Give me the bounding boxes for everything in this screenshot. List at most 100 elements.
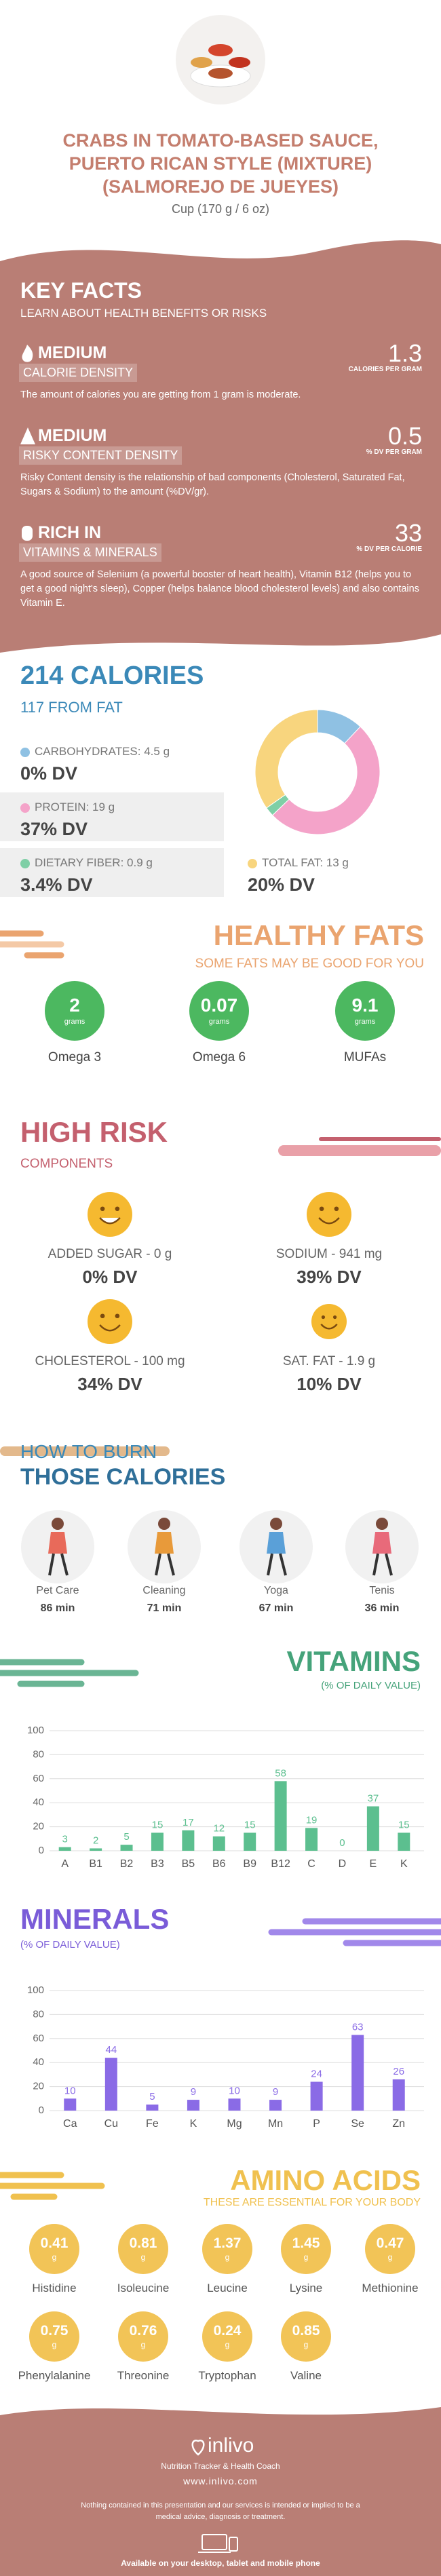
y-tick-label: 40 [33,1796,44,1808]
activity-time: 71 min [147,1602,182,1614]
y-tick-label: 20 [33,1821,44,1832]
fact-label: VITAMINS & MINERALS [19,543,161,562]
x-tick-label: B2 [120,1858,134,1870]
warning-icon [20,427,35,444]
section-title: HIGH RISK [20,1116,168,1148]
x-tick-label: B1 [89,1858,102,1870]
fact-description: The amount of calories you are getting f… [20,389,301,400]
section-subtitle: LEARN ABOUT HEALTH BENEFITS OR RISKS [20,307,267,320]
amino-value: 0.85 [292,2323,320,2339]
amino-circle [29,2224,79,2274]
x-tick-label: D [339,1858,347,1870]
legend-dot [20,748,30,757]
amino-circle [365,2224,415,2274]
figure-legs [48,1553,69,1576]
activity-name: Yoga [264,1585,288,1596]
macro-label: PROTEIN: 19 g [35,801,115,813]
smiley-eye [332,1315,337,1320]
risk-dv: 0% DV [82,1267,138,1287]
fat-circle [335,981,395,1041]
bar [104,2058,117,2111]
legend-dot [20,803,30,813]
amino-circle [202,2311,252,2362]
fact-level: RICH IN [38,523,102,542]
smiley-mouth [318,1217,340,1225]
amino-unit: g [140,2252,146,2262]
bar [58,1847,71,1851]
fat-circle [189,981,249,1041]
value-label: 15 [398,1819,410,1830]
fat-value: 2 [69,995,80,1016]
smiley-eye [319,1206,324,1212]
y-tick-label: 40 [33,2056,44,2068]
x-tick-label: B12 [271,1858,290,1870]
value-label: 26 [393,2066,404,2077]
chart-title: VITAMINS [286,1645,421,1677]
section-subtitle: THOSE CALORIES [20,1464,226,1490]
y-tick-label: 80 [33,1748,44,1760]
amino-name: Isoleucine [117,2282,170,2294]
smiley [307,1192,351,1237]
activity-name: Cleaning [142,1585,186,1596]
y-tick-label: 100 [27,1725,44,1736]
value-label: 63 [352,2021,364,2033]
x-tick-label: Cu [104,2118,118,2130]
bar [269,2100,282,2111]
fact-level: MEDIUM [38,343,107,362]
value-label: 3 [62,1834,68,1845]
bar [274,1781,287,1851]
x-tick-label: E [370,1858,377,1870]
fat-name: MUFAs [343,1050,387,1064]
serving: Cup (170 g / 6 oz) [171,202,270,216]
risk-dv: 39% DV [296,1267,362,1287]
amino-circle [118,2311,168,2362]
amino-unit: g [52,2252,57,2262]
bar [392,2079,405,2111]
value-label: 10 [64,2085,76,2096]
figure-body [155,1532,174,1554]
y-tick-label: 0 [39,1845,44,1856]
section-title: KEY FACTS [20,278,142,303]
fat-name: Omega 6 [192,1050,246,1064]
value-label: 15 [152,1819,164,1830]
bar [351,2035,364,2111]
value-label: 0 [339,1837,345,1849]
amino-unit: g [387,2252,393,2262]
pill-icon [22,526,33,541]
amino-name: Phenylalanine [18,2369,91,2382]
bar [90,1848,102,1851]
amino-value: 0.47 [376,2235,404,2251]
risk-dv: 34% DV [77,1374,142,1394]
y-tick-label: 60 [33,1773,44,1784]
amino-name: Histidine [32,2282,77,2294]
section-title: HOW TO BURN [20,1441,157,1462]
value-label: 58 [275,1767,286,1779]
fat-unit: grams [208,1018,230,1026]
calories-title: 214 CALORIES [20,661,204,690]
title: CRABS IN TOMATO-BASED SAUCE, PUERTO RICA… [62,130,379,197]
amino-unit: g [303,2252,309,2262]
bar [120,1845,133,1851]
bar [305,1828,318,1851]
smiley [311,1304,347,1339]
fact-value: 0.5 [387,422,422,450]
x-tick-label: Ca [63,2118,77,2130]
x-tick-label: K [190,2118,197,2130]
smiley-eye [100,1206,105,1212]
fat-name: Omega 3 [47,1050,102,1064]
smiley-eye [100,1313,105,1319]
bar [366,1806,379,1851]
x-tick-label: Se [351,2118,364,2130]
url: www.inlivo.com [183,2476,258,2486]
amino-value: 1.45 [292,2235,320,2251]
figure-head [376,1518,388,1530]
bar [187,2100,199,2111]
risk-label: ADDED SUGAR - 0 g [47,1247,172,1261]
amino-value: 0.81 [129,2235,157,2251]
bar [228,2098,241,2111]
section-title: AMINO ACIDS [230,2164,421,2196]
x-tick-label: Zn [392,2118,405,2130]
bar [398,1832,410,1851]
amino-name: Lysine [289,2282,323,2294]
